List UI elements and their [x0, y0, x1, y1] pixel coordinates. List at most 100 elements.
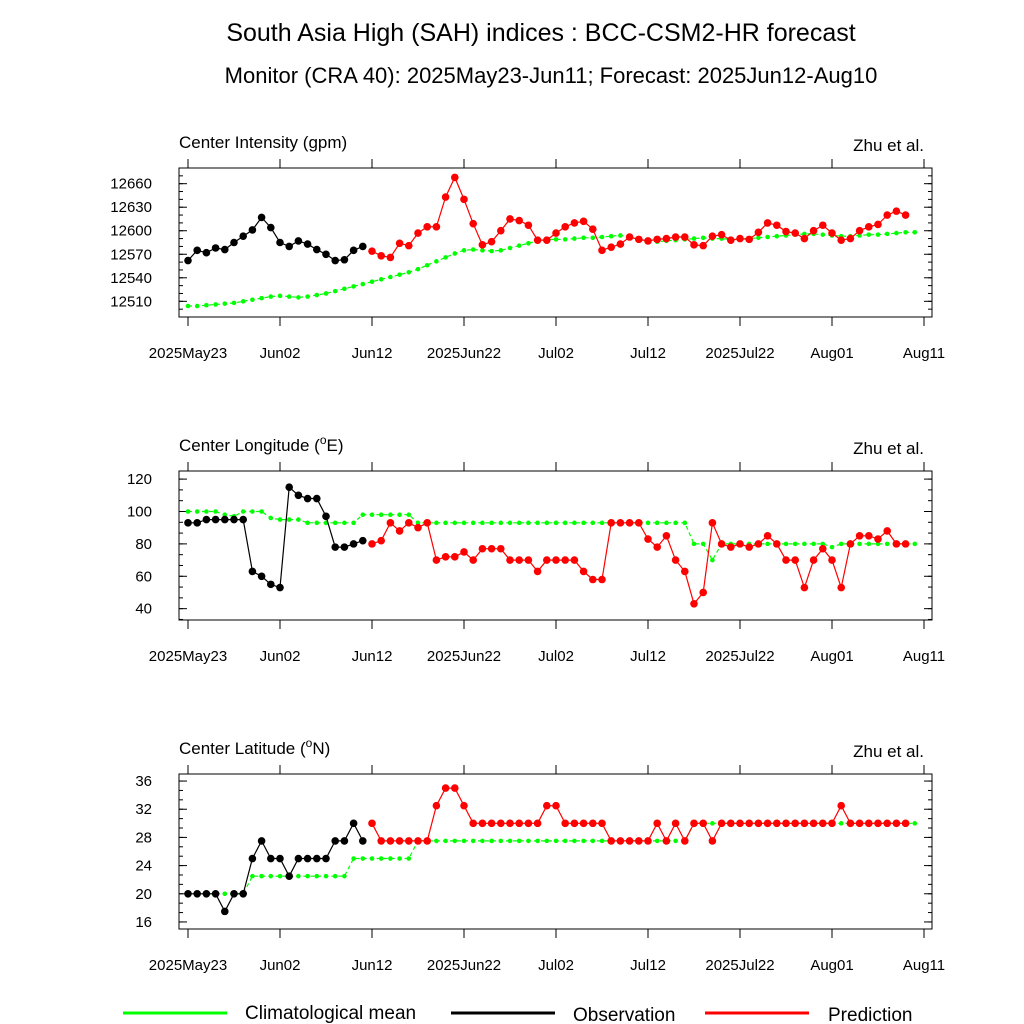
chart-title: South Asia High (SAH) indices : BCC-CSM2…: [226, 19, 855, 47]
prediction-point: [883, 211, 891, 219]
prediction-point: [782, 819, 790, 828]
climatology-point: [700, 235, 706, 241]
climatology-point: [452, 838, 458, 844]
observation-point: [239, 889, 247, 898]
prediction-point: [441, 553, 450, 561]
prediction-point: [892, 207, 901, 215]
climatology-point: [765, 541, 770, 547]
prediction-point: [616, 837, 625, 845]
prediction-point: [754, 228, 763, 237]
observation-point: [221, 907, 229, 916]
prediction-point: [625, 233, 634, 241]
prediction-point: [386, 837, 395, 845]
climatology-point: [443, 520, 448, 526]
climatology-point: [599, 838, 605, 844]
climatology-point: [204, 302, 209, 308]
climatology-point: [562, 520, 568, 526]
observation-point: [313, 494, 321, 503]
prediction-point: [460, 801, 468, 810]
prediction-point: [423, 519, 432, 527]
observation-point: [239, 232, 247, 241]
prediction-point: [423, 223, 432, 231]
climatology-point: [415, 266, 421, 272]
x-tick-label: Jul02: [538, 345, 574, 362]
climatology-point: [305, 294, 310, 299]
prediction-point: [561, 819, 569, 828]
prediction-point: [515, 819, 523, 828]
climatology-point: [277, 517, 283, 522]
panel-3: Center Latitude (oN) Zhu et al. 16 20 24 28 32…: [135, 736, 945, 974]
prediction-point: [653, 819, 661, 828]
prediction-point: [671, 819, 680, 828]
observation-point: [349, 246, 358, 255]
climatology-point: [498, 838, 504, 844]
prediction-point: [708, 519, 717, 527]
prediction-point: [690, 600, 698, 608]
climatology-point: [351, 284, 356, 289]
prediction-point: [901, 819, 910, 828]
prediction-point: [736, 819, 744, 828]
observation-point: [184, 889, 192, 898]
climatology-point: [572, 520, 577, 526]
prediction-point: [506, 556, 514, 564]
prediction-point: [671, 233, 680, 241]
observation-line: [188, 822, 364, 913]
x-tick-label: Aug11: [903, 345, 945, 362]
x-tick-label: 2025May23: [149, 648, 227, 665]
prediction-point: [800, 583, 809, 592]
y-tick-label: 16: [135, 914, 152, 931]
prediction-point: [579, 567, 588, 576]
climatology-point: [700, 541, 706, 547]
climatology-point: [351, 856, 356, 861]
prediction-point: [451, 784, 459, 792]
climatology-point: [296, 295, 301, 300]
observation-point: [202, 889, 211, 898]
y-tick-label: 28: [135, 829, 152, 846]
climatology-point: [332, 520, 338, 526]
y-tick-label: 12630: [110, 199, 152, 216]
climatology-point: [461, 520, 467, 526]
observation-point: [294, 854, 303, 863]
prediction-point: [543, 556, 551, 564]
prediction-point: [874, 535, 882, 543]
climatology-point: [222, 301, 228, 306]
prediction-point: [828, 819, 836, 828]
climatology-point: [360, 281, 366, 287]
prediction-point: [653, 235, 661, 244]
prediction-point: [625, 837, 634, 845]
prediction-point: [579, 217, 588, 226]
prediction-point: [819, 544, 827, 553]
climatology-point: [783, 541, 789, 547]
prediction-point: [745, 819, 753, 828]
prediction-point: [690, 819, 698, 828]
observation-point: [211, 515, 220, 524]
observation-point: [184, 519, 192, 527]
climatology-point: [544, 838, 550, 844]
prediction-point: [598, 575, 606, 584]
observation-point: [230, 515, 238, 524]
climatology-point: [397, 512, 402, 518]
prediction-point: [874, 220, 882, 229]
climatology-point: [415, 520, 421, 526]
x-tick-label: 2025Jul22: [705, 648, 774, 665]
prediction-point: [865, 819, 873, 828]
prediction-point: [616, 519, 625, 527]
credit-label: Zhu et al.: [853, 136, 924, 155]
prediction-line: [371, 520, 906, 606]
prediction-point: [773, 540, 781, 548]
x-tick-label: Jul12: [630, 648, 666, 665]
climatology-point: [654, 520, 660, 526]
panel-2: Center Longitude (oE) Zhu et al. 40 60 80 100…: [127, 433, 945, 665]
plot-frame: [178, 773, 933, 930]
climatology-point: [194, 303, 200, 309]
x-tick-label: Aug11: [903, 957, 945, 974]
climatology-point: [342, 873, 347, 879]
climatology-point: [250, 873, 255, 879]
prediction-point: [828, 229, 836, 237]
climatology-point: [820, 232, 826, 237]
prediction-point: [773, 221, 781, 230]
climatology-point: [388, 274, 393, 280]
climatology-point: [314, 873, 320, 879]
x-tick-label: Jul12: [630, 957, 666, 974]
y-tick-label: 12510: [110, 293, 152, 310]
